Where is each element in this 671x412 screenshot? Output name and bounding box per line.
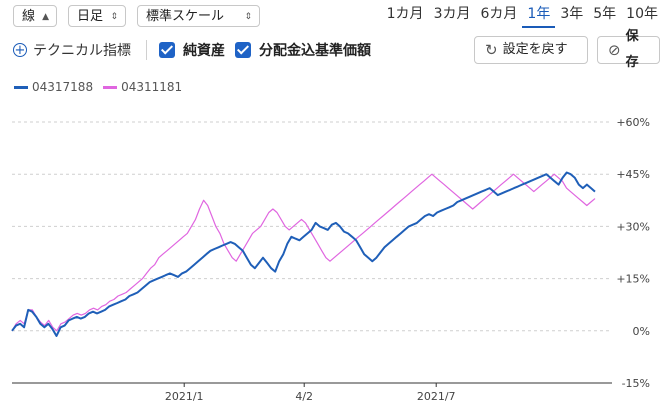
divider: [146, 40, 147, 60]
period-tab-1m[interactable]: 1カ月: [386, 6, 424, 22]
period-tabs: 1カ月 3カ月 6カ月 1年 3年 5年 10年: [382, 4, 663, 28]
legend-label: 04317188: [32, 80, 94, 94]
updown-caret-icon: ⇕: [110, 12, 118, 22]
y-tick-label: 0%: [633, 325, 650, 338]
line-chart: +60% +45% +30% +15% 0% -15% 2021/1 4/2 2021/7: [11, 116, 650, 403]
chart-type-select[interactable]: 線 ▲: [13, 5, 57, 27]
technical-indicator-button[interactable]: + テクニカル指標: [13, 40, 131, 60]
scale-select[interactable]: 標準スケール ⇕: [137, 5, 260, 27]
period-tab-3m[interactable]: 3カ月: [433, 6, 471, 22]
technical-label: テクニカル指標: [33, 43, 131, 59]
legend-item-series1: 04317188: [14, 80, 93, 94]
indicator-bar: + テクニカル指標 純資産 分配金込基準価額 ↻ 設定を戻す ⊘ 保存: [0, 29, 671, 70]
save-button[interactable]: ⊘ 保存: [597, 29, 660, 70]
reset-label: 設定を戻す: [502, 42, 568, 57]
period-tab-10y[interactable]: 10年: [626, 6, 658, 22]
x-tick-label: 2021/1: [165, 390, 204, 403]
dividend-nav-label: 分配金込基準価額: [259, 43, 371, 59]
interval-value: 日足: [77, 9, 104, 24]
legend-swatch: [14, 85, 28, 89]
updown-caret-icon: ⇕: [244, 12, 252, 22]
net-assets-checkbox[interactable]: 純資産: [159, 40, 225, 60]
chart-legend: 04317188 04311181: [14, 80, 192, 94]
x-tick-label: 4/2: [295, 390, 313, 403]
period-tab-5y[interactable]: 5年: [593, 6, 617, 22]
y-tick-label: +45%: [616, 168, 650, 181]
y-tick-label: +15%: [616, 273, 650, 286]
checkmark-icon: [159, 42, 175, 58]
y-tick-label: -15%: [622, 377, 650, 390]
period-tab-6m[interactable]: 6カ月: [480, 6, 518, 22]
scale-value: 標準スケール: [146, 9, 225, 24]
period-tab-1y[interactable]: 1年: [522, 4, 556, 28]
legend-label: 04311181: [121, 80, 183, 94]
updown-caret-icon: ▲: [42, 12, 49, 22]
toolbar: 線 ▲ 日足 ⇕ 標準スケール ⇕ 1カ月 3カ月 6カ月 1年 3年 5年 1…: [0, 0, 671, 34]
chart-type-value: 線: [22, 9, 36, 24]
y-tick-label: +30%: [616, 220, 650, 233]
net-assets-label: 純資産: [183, 43, 225, 59]
period-tab-3y[interactable]: 3年: [560, 6, 584, 22]
legend-swatch: [103, 85, 118, 89]
series-line-04317188: [11, 171, 596, 337]
plus-circle-icon: +: [13, 43, 27, 58]
checkmark-icon: [235, 42, 251, 58]
save-label: 保存: [625, 29, 639, 70]
dividend-nav-checkbox[interactable]: 分配金込基準価額: [235, 40, 371, 60]
series-line-04311181: [11, 173, 596, 332]
legend-item-series2: 04311181: [103, 80, 182, 94]
x-tick-label: 2021/7: [417, 390, 456, 403]
interval-select[interactable]: 日足 ⇕: [68, 5, 126, 27]
refresh-icon: ↻: [485, 41, 498, 59]
y-tick-label: +60%: [616, 116, 650, 129]
paperclip-icon: ⊘: [608, 41, 621, 59]
reset-settings-button[interactable]: ↻ 設定を戻す: [474, 36, 588, 64]
